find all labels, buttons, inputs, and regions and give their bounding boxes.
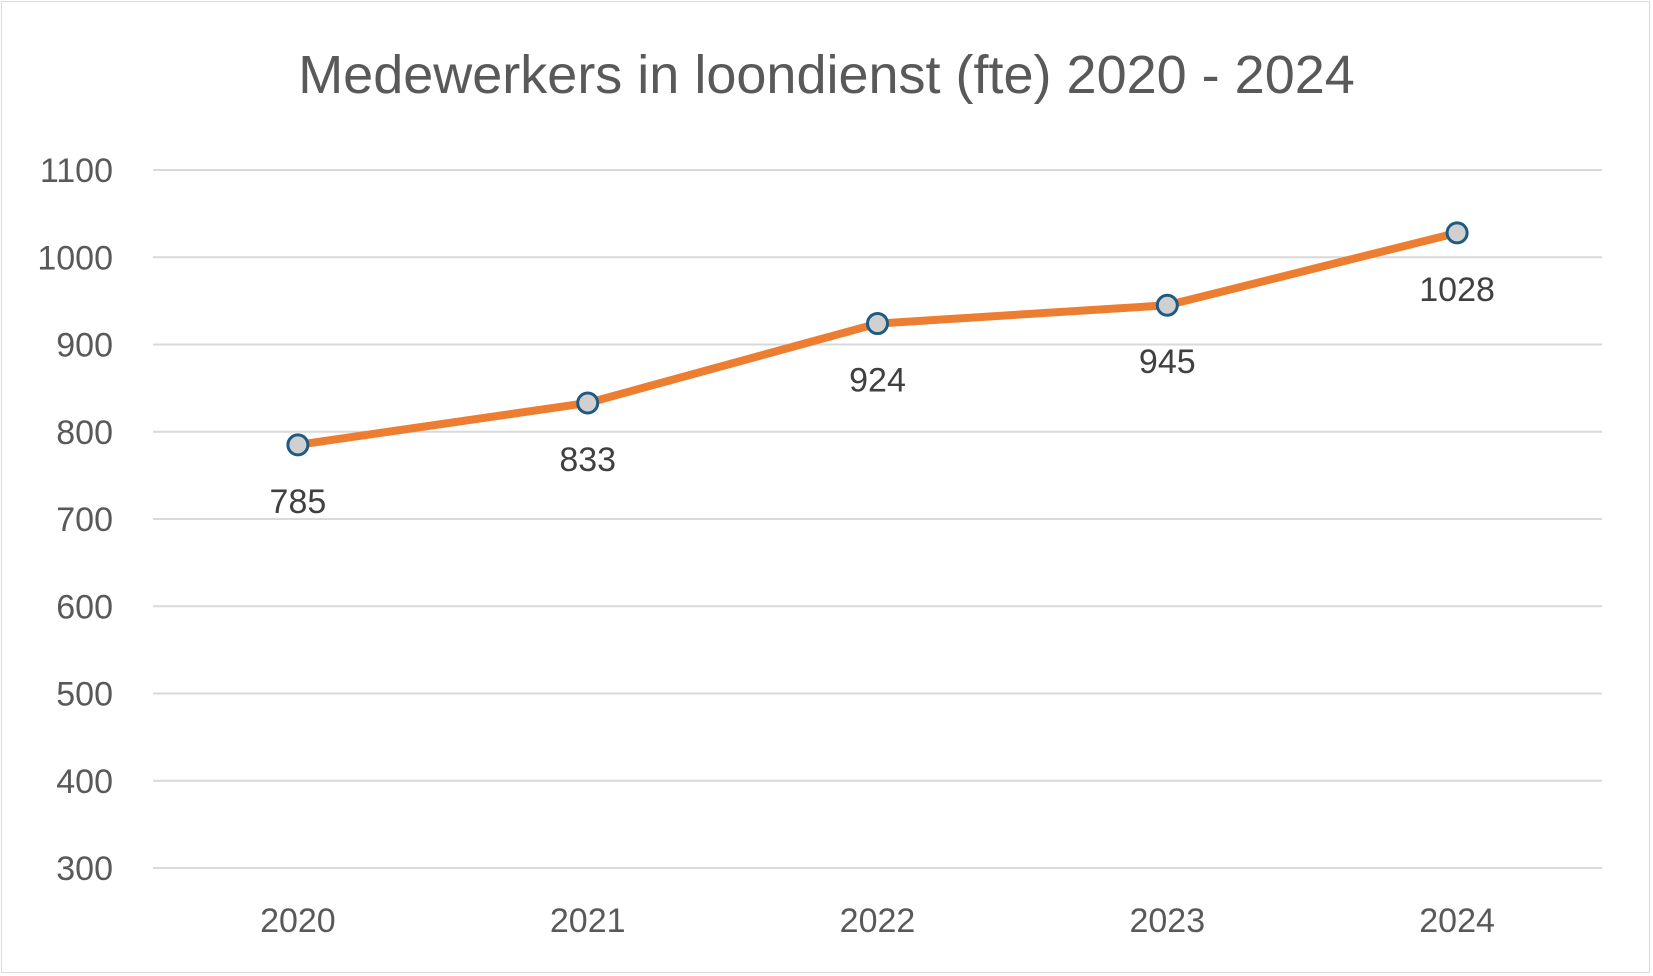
series-markers xyxy=(286,221,1469,457)
data-point xyxy=(286,433,310,457)
x-tick-label: 2020 xyxy=(260,902,336,940)
chart-title: Medewerkers in loondienst (fte) 2020 - 2… xyxy=(298,45,1355,105)
data-label: 924 xyxy=(849,362,906,400)
x-axis-ticks: 2020 2021 2022 2023 2024 xyxy=(260,902,1495,940)
series-line-group xyxy=(293,228,1462,449)
data-point xyxy=(1155,293,1179,317)
data-labels: 785 833 924 945 1028 xyxy=(270,271,1495,521)
data-label: 785 xyxy=(270,483,327,521)
series-line xyxy=(293,228,1462,449)
y-tick-label: 700 xyxy=(56,501,113,539)
y-tick-label: 300 xyxy=(56,850,113,888)
data-label: 833 xyxy=(559,441,616,479)
y-tick-label: 1100 xyxy=(40,152,113,190)
y-axis-ticks: 300 400 500 600 700 800 900 1000 1100 xyxy=(37,152,113,888)
data-label: 1028 xyxy=(1419,271,1495,309)
x-tick-label: 2024 xyxy=(1419,902,1495,940)
gridlines xyxy=(153,169,1602,869)
y-tick-label: 1000 xyxy=(37,239,113,277)
x-tick-label: 2022 xyxy=(840,902,916,940)
y-tick-label: 800 xyxy=(56,414,113,452)
y-tick-label: 400 xyxy=(56,763,113,801)
data-label: 945 xyxy=(1139,343,1196,381)
data-point xyxy=(866,312,889,336)
y-tick-label: 900 xyxy=(56,327,113,365)
data-point xyxy=(1445,221,1469,245)
x-tick-label: 2023 xyxy=(1129,902,1205,940)
y-tick-label: 500 xyxy=(56,676,113,714)
x-tick-label: 2021 xyxy=(550,902,626,940)
y-tick-label: 600 xyxy=(56,588,113,626)
data-point xyxy=(576,391,600,415)
